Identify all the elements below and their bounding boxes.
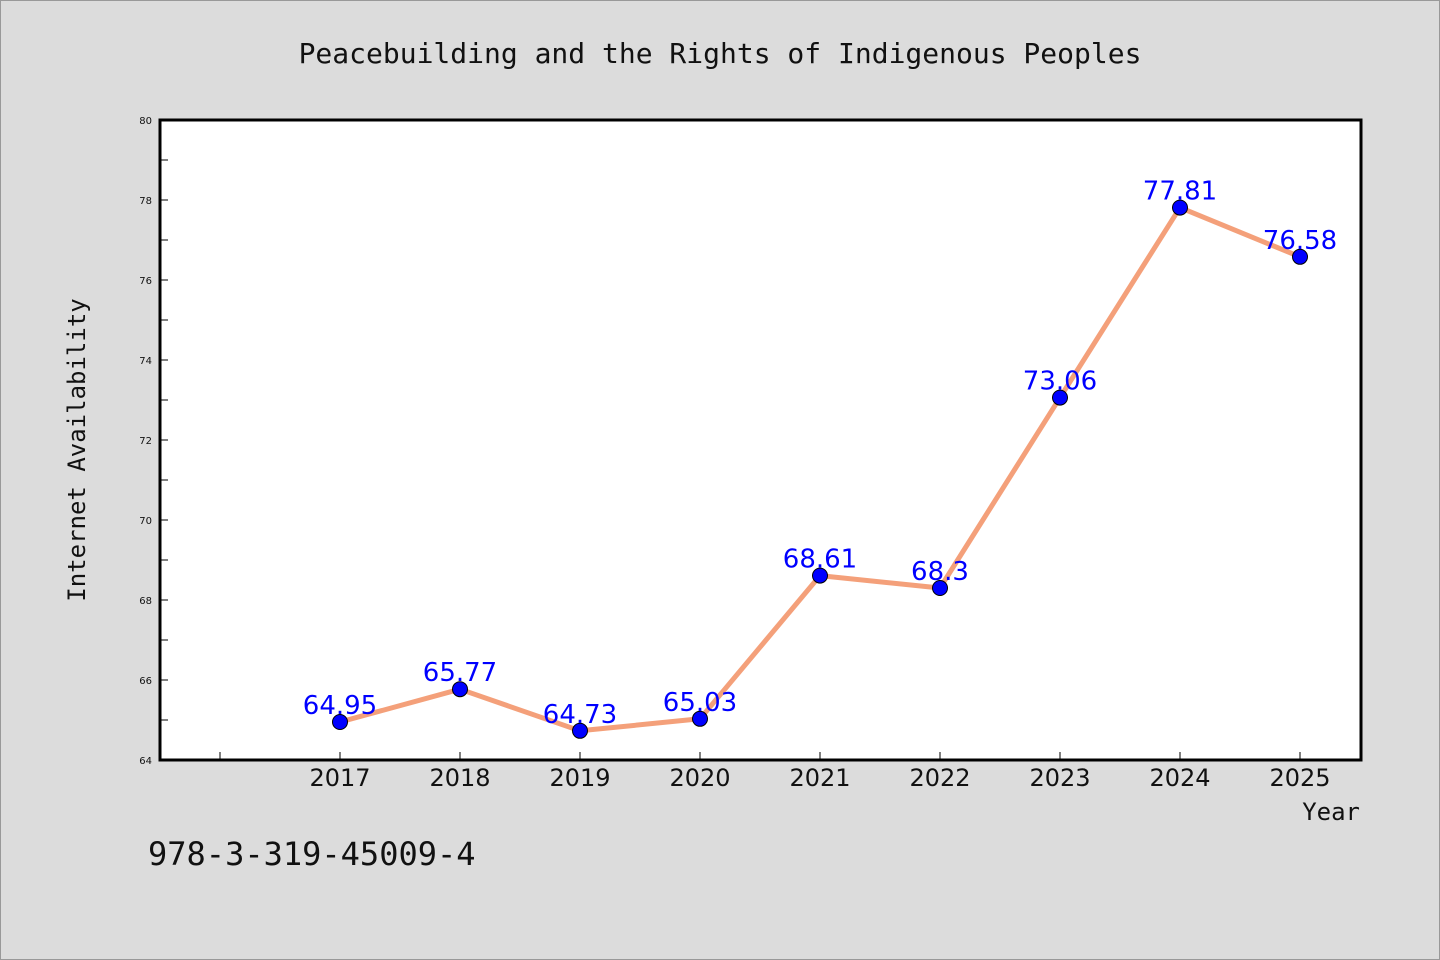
- y-tick-label: 68: [139, 596, 152, 607]
- y-axis: 64 66 68 70 72 74 76 78 80: [139, 116, 168, 767]
- isbn-footer: 978-3-319-45009-4: [148, 835, 476, 873]
- data-label: 77.81: [1143, 177, 1217, 207]
- x-tick-label: 2020: [669, 764, 730, 792]
- data-label: 65.77: [423, 658, 497, 688]
- data-label: 68.3: [911, 557, 969, 587]
- y-tick-label: 78: [139, 196, 152, 207]
- x-tick-label: 2023: [1029, 764, 1090, 792]
- data-label: 68.61: [783, 545, 857, 575]
- x-axis-label: Year: [1302, 798, 1360, 826]
- y-tick-label: 76: [139, 276, 152, 287]
- x-tick-label: 2018: [429, 764, 490, 792]
- data-point: [932, 580, 948, 596]
- data-point: [1292, 248, 1308, 265]
- y-tick-label: 66: [139, 676, 152, 687]
- data-point: [1052, 389, 1068, 406]
- data-point: [572, 722, 588, 739]
- x-tick-label: 2025: [1269, 764, 1330, 792]
- data-label: 64.95: [303, 691, 377, 721]
- data-label: 64.73: [543, 700, 617, 730]
- x-tick-label: 2024: [1149, 764, 1210, 792]
- y-tick-label: 80: [139, 116, 152, 127]
- chart-title: Peacebuilding and the Rights of Indigeno…: [299, 37, 1142, 70]
- data-label: 76.58: [1263, 226, 1337, 256]
- data-point: [692, 710, 708, 727]
- series-markers: [332, 199, 1308, 739]
- data-point: [1172, 199, 1188, 216]
- y-tick-label: 72: [139, 436, 152, 447]
- data-point: [812, 567, 828, 584]
- y-axis-label: Internet Availability: [63, 298, 91, 601]
- y-tick-label: 64: [139, 756, 152, 767]
- data-label: 73.06: [1023, 367, 1097, 397]
- y-tick-label: 74: [139, 356, 152, 367]
- data-labels: 64.95 65.77 64.73 65.03 68.61 68.3 73.06 77.81 7…: [303, 177, 1337, 730]
- x-tick-label: 2017: [309, 764, 370, 792]
- data-point: [332, 714, 348, 730]
- x-tick-label: 2021: [789, 764, 850, 792]
- x-tick-label: 2019: [549, 764, 610, 792]
- x-axis: 2017 2018 2019 2020 2021 2022 2023 2024 2025: [219, 752, 1331, 792]
- x-tick-label: 2022: [909, 764, 970, 792]
- plot-area: [158, 118, 1363, 762]
- data-point: [452, 681, 468, 698]
- y-tick-label: 70: [139, 516, 152, 527]
- data-label: 65.03: [663, 688, 737, 718]
